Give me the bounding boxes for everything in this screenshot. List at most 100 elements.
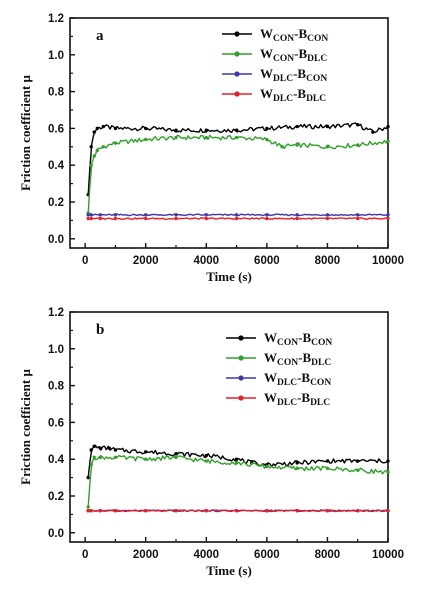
data-point	[95, 126, 99, 131]
y-tick-label: 0.0	[48, 234, 64, 246]
data-point	[234, 135, 239, 140]
y-tick-label: 1.0	[48, 344, 64, 356]
x-tick-label: 8000	[315, 549, 341, 561]
data-point	[295, 466, 299, 471]
data-point	[234, 457, 239, 461]
data-point	[107, 446, 112, 450]
data-point	[113, 509, 118, 513]
data-point	[356, 143, 360, 147]
data-point	[295, 124, 299, 129]
data-point	[295, 509, 299, 513]
legend-marker	[234, 31, 240, 37]
data-point	[89, 448, 93, 452]
data-point	[144, 126, 148, 131]
y-tick-label: 0.6	[48, 417, 64, 429]
data-point	[113, 216, 118, 221]
data-point	[86, 216, 90, 221]
data-point	[356, 459, 360, 463]
data-point	[356, 213, 360, 217]
x-tick-label: 8000	[315, 255, 341, 267]
legend-marker	[238, 335, 244, 341]
y-tick-label: 0.8	[48, 87, 65, 99]
data-point	[234, 213, 239, 217]
data-point	[98, 213, 102, 217]
data-point	[86, 475, 90, 480]
x-axis-title: Time (s)	[206, 269, 252, 284]
legend-marker	[238, 355, 244, 361]
data-point	[325, 216, 330, 221]
y-tick-label: 0.8	[48, 381, 65, 393]
data-point	[144, 450, 148, 454]
data-point	[325, 213, 330, 217]
data-point	[265, 509, 269, 513]
legend-entry: WDLC-BDLC	[260, 86, 326, 104]
data-point	[92, 154, 96, 158]
data-point	[204, 509, 208, 513]
panel-label: b	[96, 322, 104, 338]
data-point	[92, 444, 96, 449]
data-point	[92, 130, 96, 134]
x-tick-label: 4000	[193, 255, 219, 267]
data-point	[204, 213, 208, 217]
data-point	[325, 124, 330, 129]
data-point	[204, 135, 208, 140]
data-point	[204, 453, 208, 458]
data-point	[98, 446, 102, 450]
legend-entry: WDLC-BCON	[260, 66, 327, 84]
legend-marker	[234, 51, 240, 57]
legend-entry: WCON-BCON	[260, 26, 328, 44]
data-point	[265, 137, 269, 142]
data-point	[113, 126, 118, 131]
data-point	[386, 470, 390, 474]
data-point	[386, 124, 390, 129]
data-point	[98, 216, 102, 221]
chart-panel-b: 0.0 0.2 0.4 0.6 0.8 1.0 1.2 0 2000 4000 6000 8000 10…	[18, 307, 404, 578]
data-point	[89, 163, 93, 167]
x-tick-label: 10000	[372, 549, 404, 561]
legend-entry: WCON-BDLC	[260, 46, 327, 64]
data-point	[386, 139, 390, 143]
data-point	[95, 148, 99, 153]
data-point	[101, 124, 106, 129]
data-point	[204, 128, 208, 132]
data-point	[86, 509, 90, 513]
chart-panel-a: 0.0 0.2 0.4 0.6 0.8 1.0 1.2 0 2000 4000 6000 8000 10…	[18, 13, 404, 284]
data-point	[113, 141, 118, 145]
plot-frame	[69, 17, 389, 249]
data-point	[371, 130, 375, 134]
legend-entry: WCON-BCON	[264, 330, 332, 348]
legend-marker	[234, 91, 240, 97]
x-tick-label: 0	[82, 549, 88, 561]
series-line-w_con-b_dlc	[87, 134, 389, 214]
data-point	[98, 509, 102, 513]
data-point	[144, 457, 148, 461]
data-point	[295, 216, 299, 221]
data-point	[265, 126, 269, 131]
data-point	[265, 464, 269, 469]
x-tick-label: 2000	[133, 255, 159, 267]
data-point	[386, 216, 390, 221]
y-tick-label: 1.2	[48, 307, 64, 319]
data-point	[92, 455, 96, 460]
data-point	[280, 145, 284, 149]
data-point	[356, 123, 360, 127]
data-point	[234, 216, 239, 221]
data-point	[86, 213, 90, 217]
x-axis-title: Time (s)	[206, 563, 252, 578]
data-point	[356, 509, 360, 513]
panel-label: a	[96, 28, 104, 44]
data-point	[89, 213, 93, 217]
data-point	[356, 468, 360, 472]
x-tick-label: 4000	[193, 549, 219, 561]
x-tick-label: 10000	[372, 255, 404, 267]
data-point	[101, 145, 106, 149]
y-tick-label: 0.4	[48, 454, 65, 466]
y-axis-title: Friction coefficient μ	[18, 369, 33, 485]
data-point	[174, 455, 178, 460]
data-point	[386, 509, 390, 513]
data-point	[89, 509, 93, 513]
x-tick-label: 6000	[254, 255, 280, 267]
data-point	[113, 448, 118, 452]
legend-entry: WDLC-BCON	[264, 370, 331, 388]
